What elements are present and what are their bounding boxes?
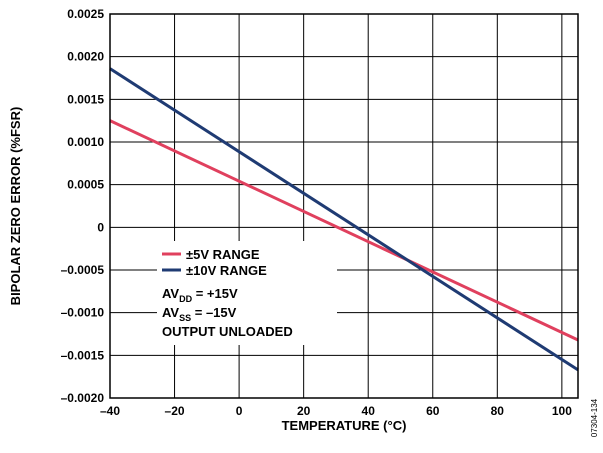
y-tick-label: –0.0020 bbox=[61, 391, 105, 405]
annotation-output: OUTPUT UNLOADED bbox=[162, 324, 293, 339]
legend-box bbox=[157, 241, 337, 345]
y-tick-label: –0.0010 bbox=[61, 306, 105, 320]
plot-frame bbox=[109, 13, 579, 399]
avss-main: AV bbox=[162, 305, 179, 320]
x-tick-label: 80 bbox=[491, 404, 505, 418]
y-tick-label: 0.0005 bbox=[67, 178, 104, 192]
annotation-avss: AVSS = –15V bbox=[162, 305, 237, 323]
avss-sub: SS bbox=[179, 313, 191, 323]
y-tick-label: 0.0015 bbox=[67, 92, 104, 106]
avdd-rest: = +15V bbox=[192, 286, 238, 301]
y-tick-label: 0 bbox=[97, 220, 104, 234]
legend-label-5v: ±5V RANGE bbox=[186, 247, 260, 262]
x-tick-label: 20 bbox=[297, 404, 311, 418]
y-tick-label: 0.0020 bbox=[67, 50, 104, 64]
avss-rest: = –15V bbox=[191, 305, 237, 320]
x-tick-label: –40 bbox=[100, 404, 120, 418]
x-tick-label: 100 bbox=[552, 404, 572, 418]
series-line-5v-range bbox=[109, 119, 579, 342]
figure-id: 07304-134 bbox=[590, 398, 599, 437]
y-tick-label: –0.0015 bbox=[61, 348, 105, 362]
legend: ±5V RANGE ±10V RANGE AVDD = +15V AVSS = … bbox=[157, 241, 337, 345]
annotation-avdd: AVDD = +15V bbox=[162, 286, 238, 304]
x-tick-label: 0 bbox=[236, 404, 243, 418]
y-tick-label: 0.0025 bbox=[67, 7, 104, 21]
y-axis-label: BIPOLAR ZERO ERROR (%FSR) bbox=[8, 107, 23, 306]
x-tick-label: 60 bbox=[426, 404, 440, 418]
avdd-main: AV bbox=[162, 286, 179, 301]
x-tick-labels: –40 –20 0 20 40 60 80 100 bbox=[100, 404, 572, 418]
x-tick-label: –20 bbox=[165, 404, 185, 418]
y-tick-label: –0.0005 bbox=[61, 263, 105, 277]
legend-label-10v: ±10V RANGE bbox=[186, 263, 267, 278]
avdd-sub: DD bbox=[179, 294, 192, 304]
x-tick-label: 40 bbox=[362, 404, 376, 418]
series-line-10v-range bbox=[109, 67, 579, 372]
y-tick-labels: –0.0020 –0.0015 –0.0010 –0.0005 0 0.0005 0.001… bbox=[61, 7, 105, 405]
x-axis-label: TEMPERATURE (°C) bbox=[282, 418, 407, 433]
y-tick-label: 0.0010 bbox=[67, 135, 104, 149]
series-lines bbox=[109, 67, 579, 372]
